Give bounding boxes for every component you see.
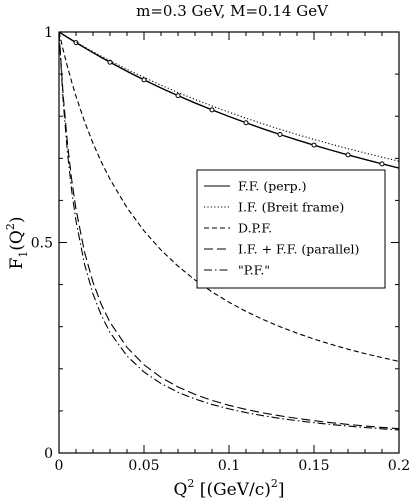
x-label-q: Q [173,480,187,500]
y-label-sub: 1 [17,251,30,258]
legend: F.F. (perp.) I.F. (Breit frame) D.P.F. I.F.… [196,169,386,289]
x-axis-label: Q2 [(GeV/c)2] [173,477,284,500]
legend-entry: I.F. + F.F. (parallel) [238,242,359,257]
y-label-close: ) [7,216,27,223]
series-line-2 [59,32,399,162]
x-tick-label: 0.2 [388,458,409,474]
legend-entry: "P.F." [238,263,270,278]
series-marker [311,142,317,148]
x-tick-label: 0.1 [218,458,240,474]
series-marker [175,93,181,99]
y-label-f: F [7,258,27,270]
x-tick-label: 0.05 [128,458,159,474]
series-marker [73,40,79,46]
series-line-5 [59,32,399,431]
series-marker [141,77,147,83]
x-label-end: ] [278,480,285,500]
series-marker [345,152,351,158]
x-label-sup: 2 [187,477,194,490]
y-tick-label: 1 [44,25,53,41]
legend-entry: F.F. (perp.) [238,179,306,194]
series-marker [277,132,283,138]
legend-entry: D.P.F. [238,221,272,236]
y-tick-label: 0.5 [31,236,53,252]
y-axis-label: F1(Q2) [4,216,30,269]
x-tick-label: 0.15 [298,458,329,474]
series-marker [209,107,215,113]
series-line-1 [59,32,399,169]
series-marker [379,161,385,167]
x-label-sup2: 2 [271,477,278,490]
x-tick-label: 0 [55,458,64,474]
y-label-sup: 2 [4,223,17,230]
legend-box [196,169,386,289]
y-tick-label: 0 [44,446,53,462]
series-line-4 [59,32,399,430]
legend-entry: I.F. (Breit frame) [238,200,344,215]
chart-title: m=0.3 GeV, M=0.14 GeV [136,2,329,20]
y-label-open: (Q [7,230,27,251]
series-marker [243,120,249,126]
x-label-units: [(GeV/c) [194,480,270,500]
